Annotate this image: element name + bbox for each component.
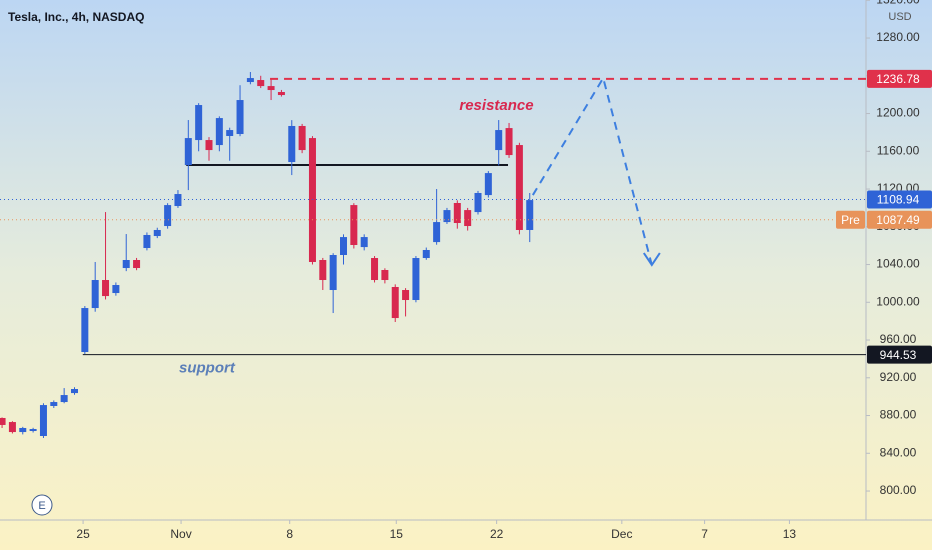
candle-body	[50, 402, 58, 406]
candle-body	[112, 285, 120, 294]
candle-body	[505, 128, 513, 156]
y-tick-label: 1040.00	[876, 257, 920, 271]
candle-body	[184, 138, 192, 166]
candle-body	[360, 237, 368, 248]
candle-body	[391, 286, 399, 319]
candle-body	[371, 258, 379, 281]
earnings-icon[interactable]	[31, 494, 53, 516]
candle-body	[19, 427, 27, 433]
annotation: resistance	[459, 97, 533, 114]
candle-body	[526, 200, 534, 230]
chart-title: Tesla, Inc., 4h, NASDAQ	[8, 10, 144, 24]
candle-body	[60, 395, 68, 403]
candle-body	[236, 100, 244, 135]
candle-body	[412, 258, 420, 301]
candle-body	[39, 405, 47, 437]
x-tick-label: 15	[390, 527, 404, 541]
candle-body	[350, 205, 358, 245]
candle-body	[143, 234, 151, 249]
candle-body	[91, 280, 99, 309]
candle-body	[308, 138, 316, 262]
candle-body	[8, 422, 16, 433]
y-tick-label: 840.00	[880, 445, 917, 459]
y-tick-label: 920.00	[880, 370, 917, 384]
candle-body	[277, 92, 285, 96]
candle-body	[29, 429, 37, 432]
candle-body	[164, 205, 172, 227]
candle-body	[319, 260, 327, 281]
candle-body	[70, 389, 78, 394]
x-tick-label: 13	[783, 527, 797, 541]
candle-body	[484, 173, 492, 196]
x-tick-label: Nov	[170, 527, 191, 541]
y-tick-label: 1160.00	[877, 143, 920, 157]
y-tick-label: 880.00	[880, 408, 917, 422]
y-tick-label: 1200.00	[876, 106, 920, 120]
x-tick-label: 7	[701, 527, 708, 541]
candle-body	[153, 229, 161, 237]
pre-tag	[836, 210, 865, 229]
candle-body	[443, 210, 451, 223]
candle-body	[0, 417, 6, 425]
price-tag-label: 944.53	[880, 348, 917, 362]
price-tag-label: 1087.49	[876, 213, 920, 227]
candle-body	[453, 202, 461, 224]
candle-body	[267, 86, 275, 91]
projection-path	[531, 75, 653, 266]
candle-body	[257, 80, 265, 87]
annotation: support	[179, 359, 236, 376]
candle-body	[133, 260, 141, 269]
earnings-marker[interactable]: E	[38, 500, 45, 512]
x-tick-label: 22	[490, 527, 504, 541]
candle-body	[195, 105, 203, 141]
candle-body	[402, 290, 410, 301]
price-tag-label: 1236.78	[876, 72, 920, 86]
candle-body	[329, 254, 337, 291]
candle-body	[226, 130, 234, 136]
candle-body	[433, 222, 441, 243]
x-tick-label: 8	[286, 527, 293, 541]
y-tick-label: 800.00	[880, 483, 917, 497]
candle-body	[205, 140, 213, 151]
candle-body	[215, 118, 223, 146]
price-tag	[867, 190, 932, 209]
projection-arrowhead	[642, 252, 661, 267]
x-tick-label: Dec	[611, 527, 632, 541]
y-tick-label: 1280.00	[876, 30, 920, 44]
candle-body	[474, 192, 482, 213]
candle-body	[515, 145, 523, 230]
currency-label: USD	[888, 11, 911, 23]
price-tag	[867, 210, 932, 229]
x-tick-label: 25	[76, 527, 90, 541]
price-tag	[867, 69, 932, 88]
candle-body	[495, 130, 503, 151]
pre-tag-label: Pre	[841, 213, 860, 227]
y-tick-label: 1000.00	[876, 294, 920, 308]
candle-body	[288, 125, 296, 163]
candle-body	[102, 280, 110, 297]
candle-body	[422, 249, 430, 259]
candle-body	[81, 308, 89, 353]
candle-body	[340, 237, 348, 255]
y-tick-label: 1320.00	[876, 0, 920, 6]
candle-body	[464, 210, 472, 227]
candle-body	[246, 78, 254, 83]
y-tick-label: 960.00	[880, 332, 917, 346]
candle-body	[381, 270, 389, 281]
candle-body	[174, 194, 182, 207]
price-tag-label: 1108.94	[877, 193, 920, 207]
price-tag	[867, 345, 932, 364]
candle-body	[122, 260, 130, 269]
candle-body	[298, 125, 306, 151]
